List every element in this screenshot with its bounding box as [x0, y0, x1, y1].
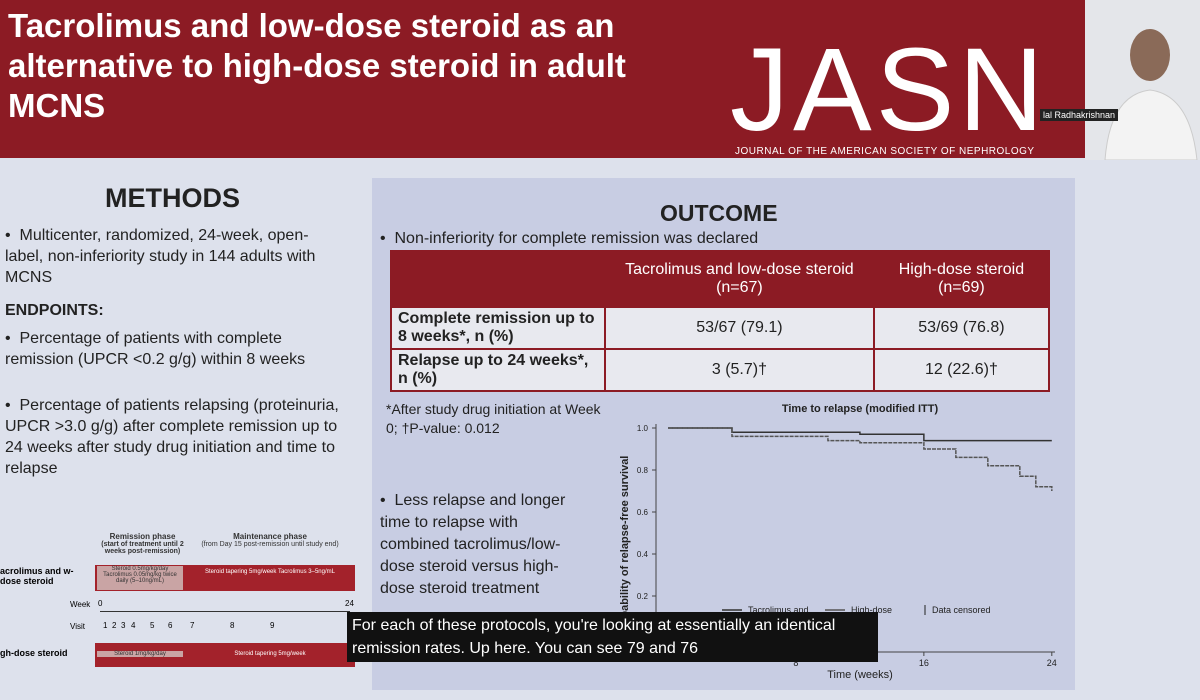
phase-label: Maintenance phase — [233, 532, 307, 541]
subtitle-caption: For each of these protocols, you're look… — [347, 612, 878, 662]
endpoints-heading: ENDPOINTS: — [5, 302, 104, 319]
chart-title: Time to relapse (modified ITT) — [782, 403, 939, 415]
visit-number: 2 — [112, 621, 117, 630]
slide-title: Tacrolimus and low-dose steroid as an al… — [8, 7, 626, 124]
week-label: Week — [70, 600, 91, 609]
arm-label: acrolimus and w-dose steroid — [0, 566, 74, 586]
caption-line: remission rates. Up here. You can see 79… — [352, 640, 698, 657]
week-start: 0 — [98, 599, 103, 608]
arm-maintenance: Steroid tapering 5mg/week — [234, 651, 306, 657]
phase-note: (from Day 15 post-remission until study … — [201, 541, 339, 548]
visit-number: 9 — [270, 621, 275, 630]
cell: 12 (22.6)† — [872, 348, 1051, 392]
y-tick-label: 1.0 — [637, 424, 649, 433]
x-axis-label: Time (weeks) — [827, 669, 893, 681]
table-header: Tacrolimus and low-dose steroid (n=67) H… — [390, 250, 1051, 308]
legend-label: Data censored — [932, 605, 991, 615]
outcome-bullet: • Non-inferiority for complete remission… — [380, 230, 759, 247]
methods-intro: • Multicenter, randomized, 24-week, open… — [5, 227, 316, 286]
slide-header — [0, 0, 1085, 158]
legend-label: High-dose — [851, 605, 892, 615]
outcome-heading: OUTCOME — [660, 200, 778, 226]
arm-remission: Steroid 1mg/kg/day — [97, 651, 183, 657]
cell: 3 (5.7)† — [604, 348, 875, 392]
cell: 53/69 (76.8) — [872, 306, 1051, 350]
header-cell — [390, 250, 606, 308]
arm-remission: Steroid 0.5mg/kg/day Tacrolimus 0.05mg/k… — [97, 566, 183, 590]
legend-label: Tacrolimus and — [748, 605, 809, 615]
x-tick-label: 16 — [919, 658, 929, 668]
speaker-silhouette — [1104, 29, 1198, 161]
outcome-bullet: • Less relapse and longer time to relaps… — [380, 492, 566, 597]
survival-curve — [668, 427, 1053, 491]
week-end: 24 — [345, 599, 354, 608]
phase-note: (start of treatment until 2 weeks post-r… — [101, 541, 184, 555]
visit-number: 5 — [150, 621, 155, 630]
arm-maintenance: Steroid tapering 5mg/week Tacrolimus 3–5… — [205, 569, 335, 575]
visit-number: 8 — [230, 621, 235, 630]
survival-curve — [668, 427, 1052, 442]
y-tick-label: 0.8 — [637, 466, 649, 475]
row-label: Relapse up to 24 weeks*, n (%) — [390, 348, 606, 392]
phase-label: Remission phase — [109, 532, 176, 541]
table-row: Relapse up to 24 weeks*, n (%) 3 (5.7)† … — [390, 348, 1051, 392]
endpoint-text: Percentage of patients relapsing (protei… — [5, 397, 339, 477]
visit-number: 1 — [103, 621, 108, 630]
week-axis — [100, 611, 350, 612]
caption-line: For each of these protocols, you're look… — [352, 617, 836, 634]
y-axis-label: obability of relapse-free survival — [619, 456, 631, 625]
bullet-text: Less relapse and longer time to relapse … — [380, 492, 566, 597]
y-tick-label: 0.4 — [637, 550, 649, 559]
arm-label: gh-dose steroid — [0, 648, 68, 658]
bullet-text: Non-inferiority for complete remission w… — [394, 230, 759, 247]
footnote: *After study drug initiation at Week 0; … — [386, 401, 601, 436]
visit-number: 6 — [168, 621, 173, 630]
x-tick-label: 24 — [1047, 658, 1057, 668]
visit-number: 3 — [121, 621, 126, 630]
outcome-table: Tacrolimus and low-dose steroid (n=67) H… — [390, 250, 1051, 392]
header-cell: High-dose steroid (n=69) — [872, 250, 1051, 308]
visit-number: 4 — [131, 621, 136, 630]
y-tick-label: 0.6 — [637, 508, 649, 517]
visit-label: Visit — [70, 622, 85, 631]
x-tick-label: 8 — [793, 658, 798, 668]
visit-number: 7 — [190, 621, 195, 630]
journal-name: JOURNAL OF THE AMERICAN SOCIETY OF NEPHR… — [735, 146, 1035, 157]
header-cell: Tacrolimus and low-dose steroid (n=67) — [604, 250, 875, 308]
speaker-name: lal Radhakrishnan — [1040, 109, 1119, 121]
speaker-video — [1085, 0, 1200, 161]
methods-heading: METHODS — [105, 183, 240, 213]
design-remission: Remission phase (start of treatment unti… — [95, 532, 190, 555]
design-maintenance: Maintenance phase (from Day 15 post-remi… — [195, 532, 345, 548]
y-tick-label: 0.2 — [637, 592, 649, 601]
endpoint: • Percentage of patients with complete r… — [5, 330, 306, 368]
table-row: Complete remission up to 8 weeks*, n (%)… — [390, 306, 1051, 350]
row-label: Complete remission up to 8 weeks*, n (%) — [390, 306, 606, 350]
endpoint: • Percentage of patients relapsing (prot… — [5, 397, 339, 477]
intro-text: Multicenter, randomized, 24-week, open-l… — [5, 227, 316, 286]
endpoint-text: Percentage of patients with complete rem… — [5, 330, 306, 368]
cell: 53/67 (79.1) — [604, 306, 875, 350]
journal-logo: JASN — [730, 24, 1048, 156]
